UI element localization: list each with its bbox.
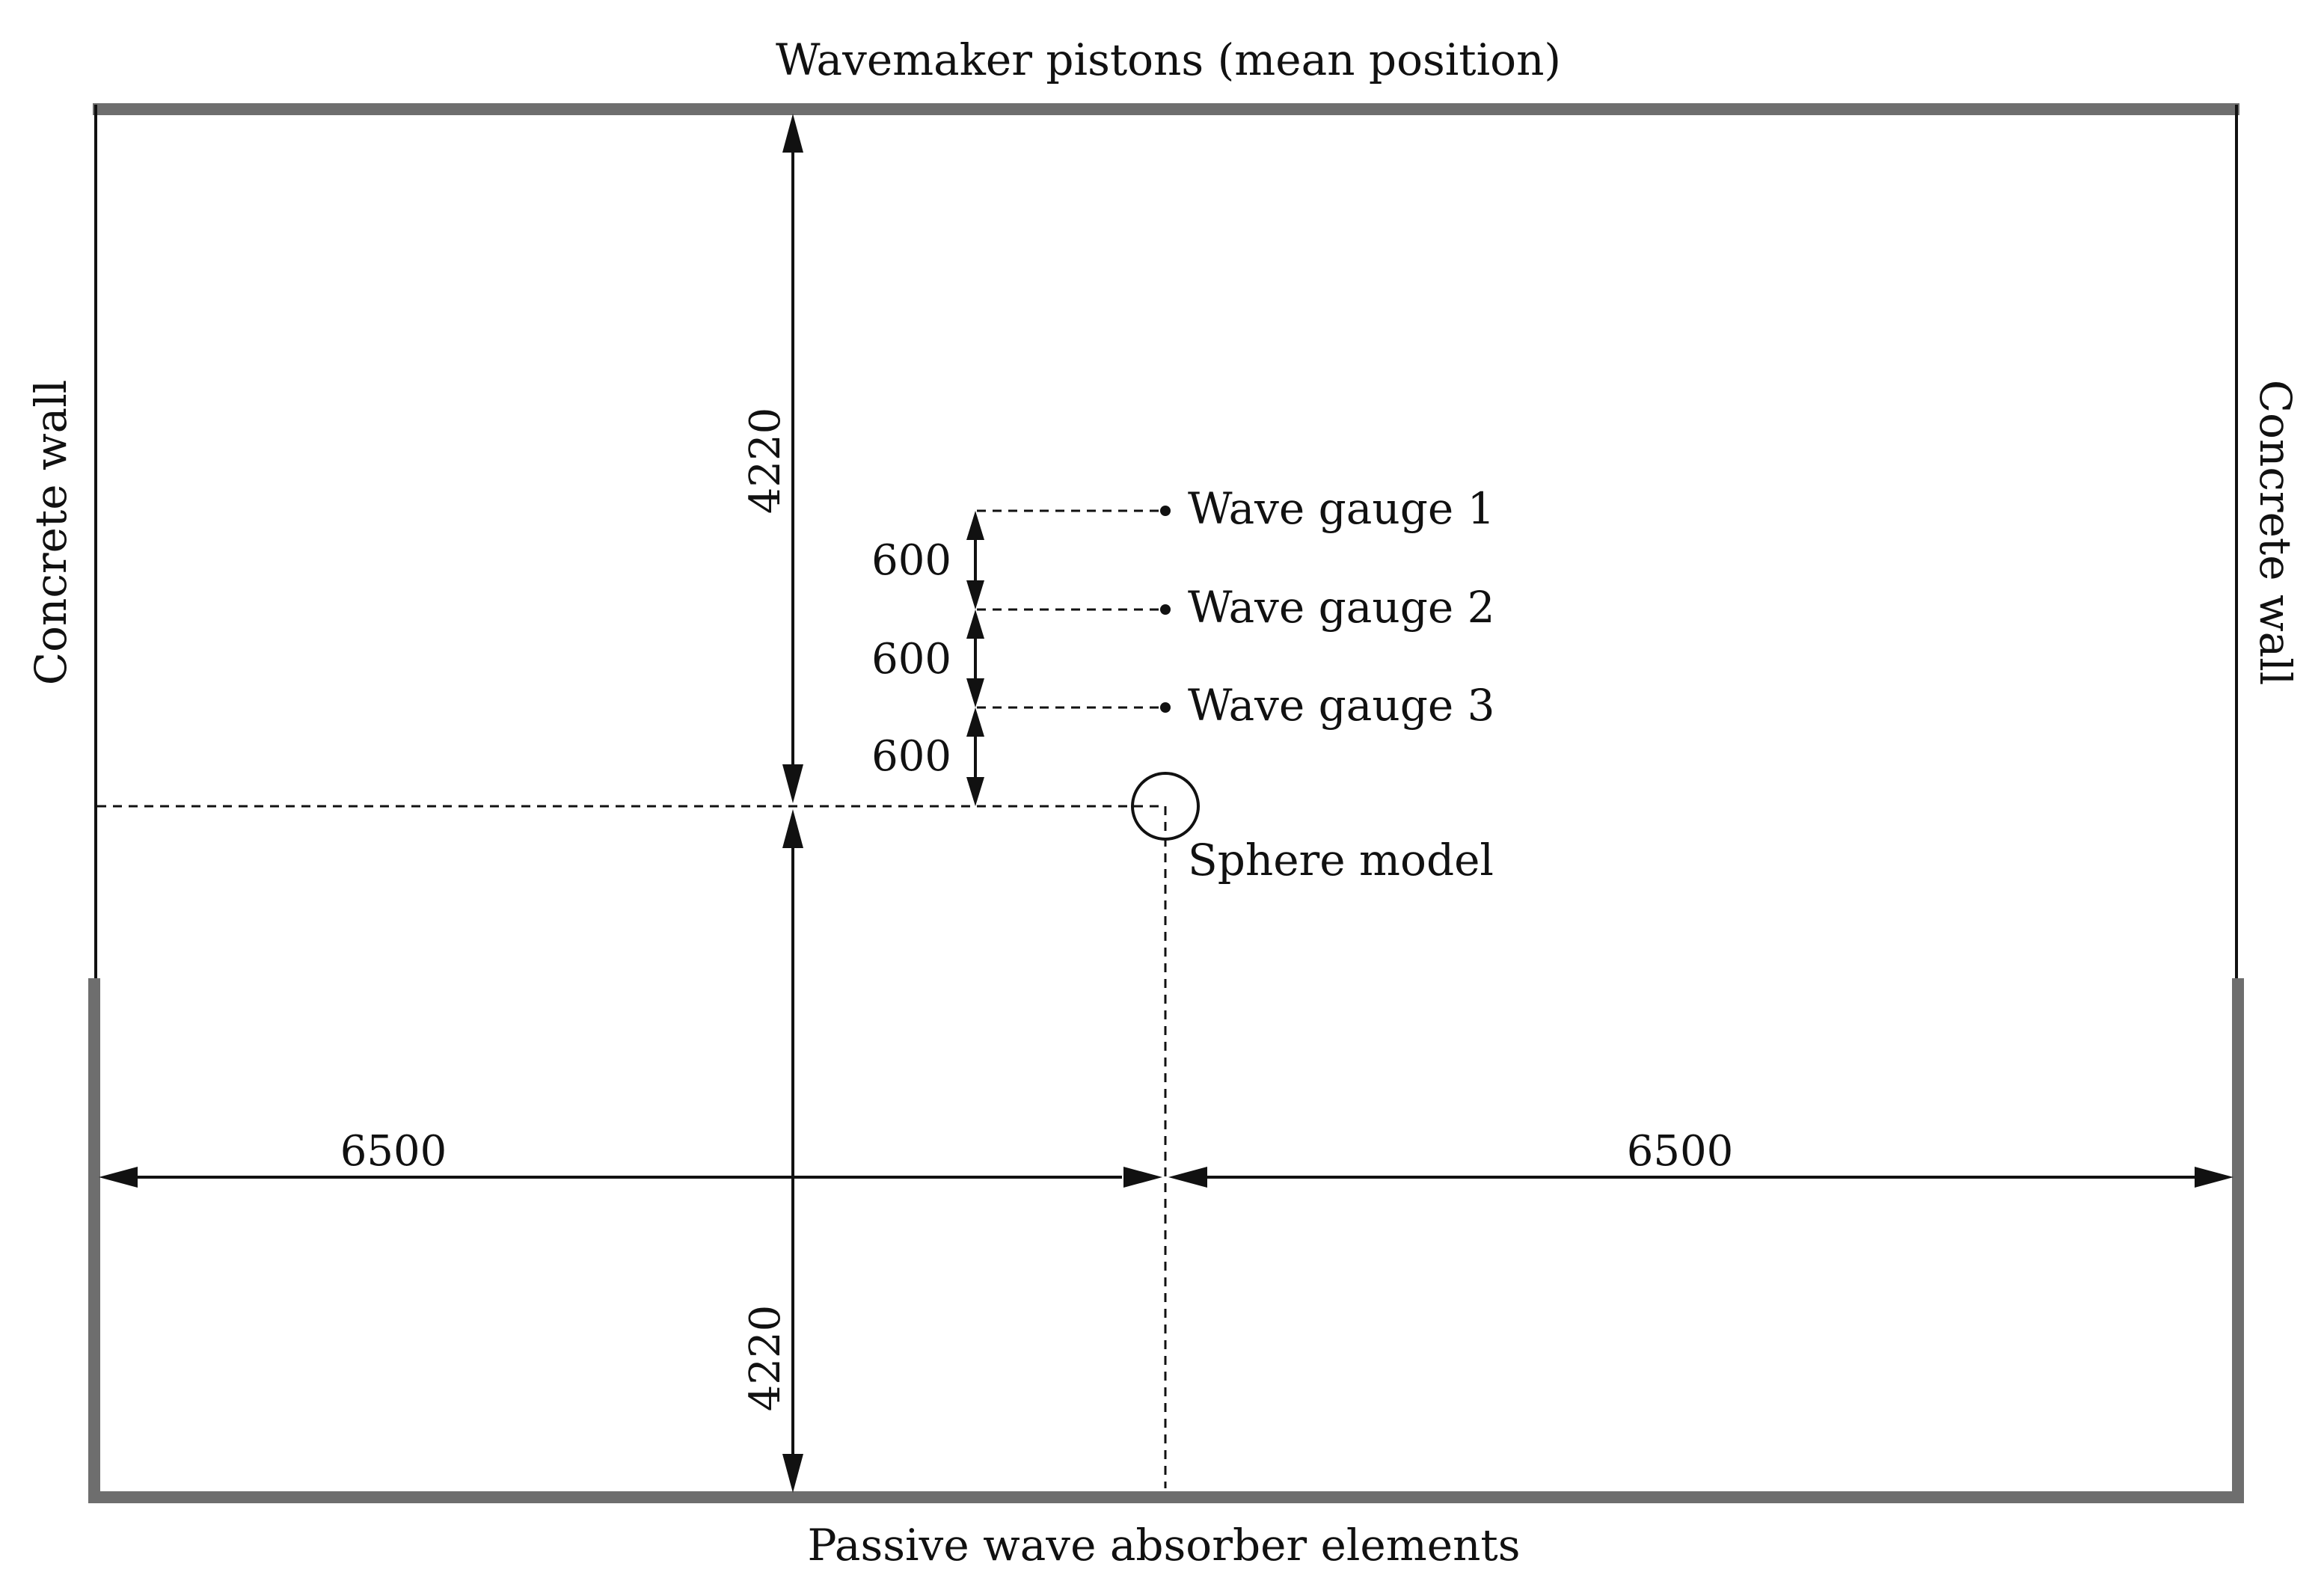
wave-gauge-1-label: Wave gauge 1 <box>1188 483 1495 534</box>
wave-gauge-3-label: Wave gauge 3 <box>1188 680 1495 731</box>
wave-gauge-3-point <box>1160 702 1171 713</box>
gauge-spacing-1-arrow-top <box>966 511 984 540</box>
wave-gauge-1-point <box>1160 506 1171 516</box>
upper-dimension-arrow-top <box>782 114 803 153</box>
left-horizontal-dimension-label: 6500 <box>340 1127 447 1176</box>
wavemaker-label: Wavemaker pistons (mean position) <box>776 34 1561 85</box>
gauge-spacing-2-label: 600 <box>871 635 951 684</box>
gauge-spacing-3-arrow-top <box>966 707 984 737</box>
gauge-spacing-2-arrow-bottom <box>966 678 984 707</box>
gauge-spacing-2-arrow-top <box>966 610 984 639</box>
lower-dimension-arrow-bottom <box>782 1454 803 1493</box>
wave-gauge-2-label: Wave gauge 2 <box>1188 582 1495 633</box>
gauge-spacing-1-label: 600 <box>871 536 951 585</box>
right-horizontal-dimension-label: 6500 <box>1627 1127 1734 1176</box>
right-dimension-arrow-right <box>2195 1167 2233 1188</box>
upper-vertical-dimension-label: 4220 <box>741 408 790 515</box>
absorber-label: Passive wave absorber elements <box>807 1520 1520 1571</box>
wave-gauge-2-point <box>1160 604 1171 615</box>
sphere-model-circle <box>1131 772 1200 841</box>
lower-vertical-dimension-label: 4220 <box>741 1305 790 1412</box>
gauge-spacing-1-arrow-bottom <box>966 580 984 610</box>
right-dimension-arrow-left <box>1168 1167 1207 1188</box>
left-dimension-arrow-left <box>99 1167 138 1188</box>
gauge-spacing-3-label: 600 <box>871 732 951 781</box>
left-dimension-arrow-right <box>1123 1167 1162 1188</box>
left-wall-label: Concrete wall <box>25 380 76 686</box>
gauge-spacing-3-arrow-bottom <box>966 777 984 806</box>
sphere-model-label: Sphere model <box>1188 835 1494 885</box>
lower-dimension-arrow-top <box>782 809 803 848</box>
right-wall-label: Concrete wall <box>2250 380 2301 686</box>
upper-dimension-arrow-bottom <box>782 764 803 803</box>
